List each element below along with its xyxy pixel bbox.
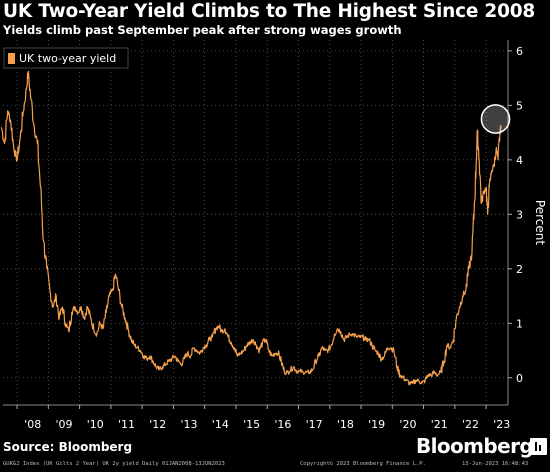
source-label: Source: Bloomberg bbox=[3, 440, 133, 454]
y-tick-label: 0 bbox=[516, 372, 523, 385]
x-tick-label: '11 bbox=[118, 418, 135, 431]
y-tick-label: 5 bbox=[516, 99, 523, 112]
x-tick-label: '12 bbox=[149, 418, 166, 431]
x-tick-label: '19 bbox=[368, 418, 385, 431]
x-tick-label: '08 bbox=[24, 418, 41, 431]
x-tick-label: '10 bbox=[87, 418, 104, 431]
y-tick-label: 4 bbox=[516, 154, 523, 167]
chart-subtitle: Yields climb past September peak after s… bbox=[3, 23, 402, 37]
x-tick-label: '22 bbox=[462, 418, 479, 431]
x-tick-label: '13 bbox=[181, 418, 198, 431]
x-tick-label: '18 bbox=[337, 418, 354, 431]
y-tick-label: 3 bbox=[516, 208, 523, 221]
x-tick-label: '14 bbox=[212, 418, 229, 431]
highlight-circle bbox=[480, 104, 511, 134]
footer-ticker-text: GUKG2 Index (UK Gilts 2 Year) UK 2y yiel… bbox=[3, 461, 225, 467]
x-tick-label: '21 bbox=[431, 418, 448, 431]
x-tick-label: '17 bbox=[306, 418, 323, 431]
chart-title: UK Two-Year Yield Climbs to The Highest … bbox=[3, 1, 536, 22]
x-tick-label: '09 bbox=[55, 418, 72, 431]
bloomberg-logo: Bloomberg bbox=[416, 434, 534, 458]
x-tick-label: '20 bbox=[399, 418, 416, 431]
footer-copyright: Copyright© 2023 Bloomberg Finance L.P. bbox=[300, 461, 426, 467]
x-tick-label: '15 bbox=[243, 418, 260, 431]
series-line-uk-two-year-yield bbox=[0, 70, 502, 386]
legend-swatch bbox=[8, 53, 15, 64]
x-tick-label: '23 bbox=[493, 418, 510, 431]
footer-timestamp: 13-Jun-2023 16:48:43 bbox=[462, 461, 529, 467]
y-tick-label: 1 bbox=[516, 317, 523, 330]
y-tick-label: 6 bbox=[516, 45, 523, 58]
y-tick-label: 2 bbox=[516, 263, 523, 276]
bloomberg-terminal-icon bbox=[530, 438, 547, 455]
x-tick-label: '16 bbox=[274, 418, 291, 431]
legend-label: UK two-year yield bbox=[19, 52, 116, 65]
legend-box bbox=[3, 47, 129, 69]
y-axis-title: Percent bbox=[533, 200, 547, 245]
